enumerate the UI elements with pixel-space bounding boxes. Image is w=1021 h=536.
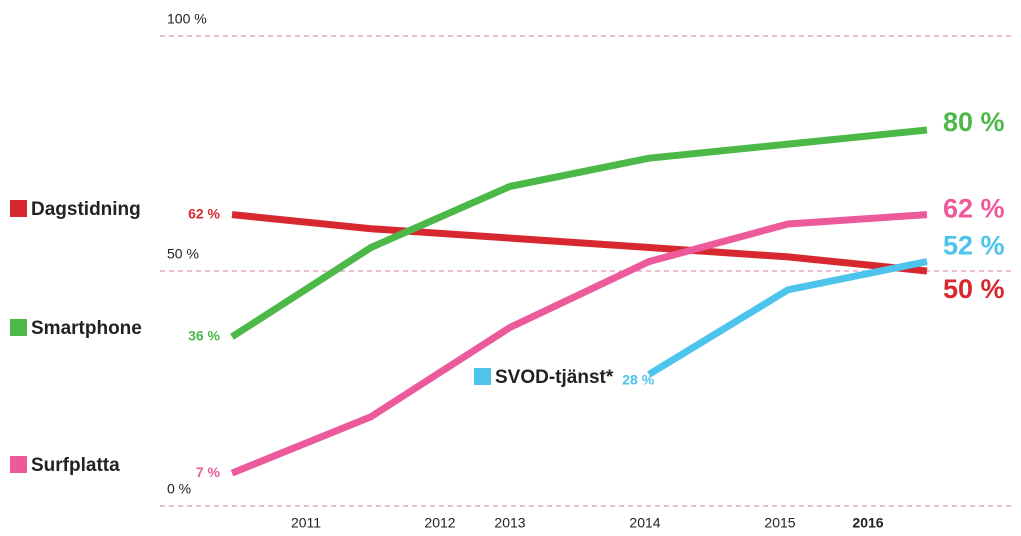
end-value-label: 80 % — [943, 107, 1005, 137]
x-tick-label: 2015 — [764, 515, 795, 531]
legend-label: Surfplatta — [31, 455, 120, 476]
start-value-label: 62 % — [188, 205, 220, 221]
x-tick-label: 2016 — [852, 515, 883, 531]
y-tick-label: 50 % — [167, 246, 199, 262]
legend-label: Dagstidning — [31, 199, 141, 220]
end-value-label: 50 % — [943, 274, 1005, 304]
end-value-label: 52 % — [943, 231, 1005, 261]
legend-swatch — [474, 368, 491, 385]
x-tick-label: 2011 — [291, 515, 321, 531]
end-value-label: 62 % — [943, 194, 1005, 224]
y-tick-label: 100 % — [167, 11, 207, 27]
line — [647, 258, 928, 378]
legend-swatch — [10, 319, 27, 336]
x-tick-label: 2013 — [494, 515, 525, 531]
start-value-label: 7 % — [196, 464, 221, 480]
x-tick-label: 2014 — [629, 515, 660, 531]
legend-label: SVOD-tjänst* — [495, 367, 614, 388]
legend-swatch — [10, 456, 27, 473]
start-value-label: 28 % — [622, 372, 654, 388]
legend-label: Smartphone — [31, 318, 142, 339]
legend-swatch — [10, 200, 27, 217]
line — [230, 211, 928, 477]
line — [231, 211, 928, 275]
start-value-label: 36 % — [188, 328, 220, 344]
line — [230, 126, 928, 340]
x-tick-label: 2012 — [424, 515, 455, 531]
y-tick-label: 0 % — [167, 481, 191, 497]
